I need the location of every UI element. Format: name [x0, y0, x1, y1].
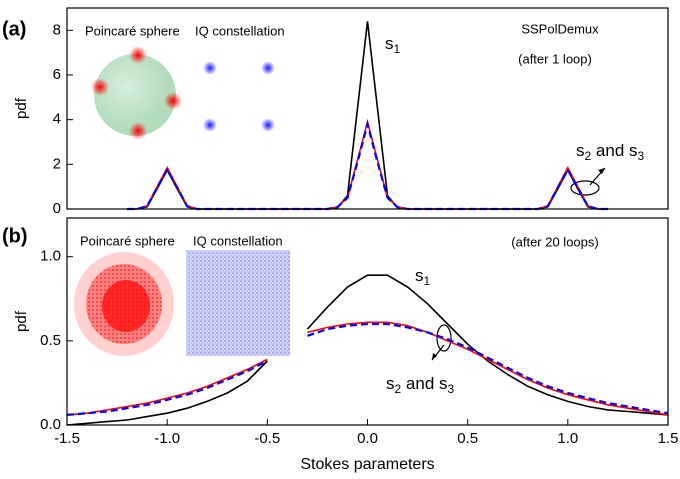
annotation: s1 — [385, 34, 401, 56]
x-tick-label: -1.0 — [154, 430, 180, 447]
x-tick-label: 0.0 — [357, 430, 378, 447]
annotation: s2 and s3 — [576, 141, 645, 163]
y-tick-label: 0 — [53, 200, 61, 217]
x-axis-label: Stokes parameters — [300, 456, 434, 473]
series-line — [127, 21, 608, 210]
panel-label: (b) — [2, 225, 28, 247]
annotation-text: and s — [591, 141, 637, 160]
y-tick-label: 4 — [53, 111, 61, 128]
annotation-text: s — [386, 374, 395, 393]
annotation-subscript: 2 — [585, 149, 592, 163]
x-tick-label: -0.5 — [254, 430, 280, 447]
y-tick-label: 0.5 — [40, 332, 61, 349]
annotation-text: and s — [401, 374, 447, 393]
x-tick-label: 1.0 — [557, 430, 578, 447]
series-line — [127, 119, 608, 211]
inset-b — [74, 250, 290, 356]
y-axis-label: pdf — [13, 97, 30, 119]
y-axis-label: pdf — [13, 310, 30, 332]
y-tick-label: 6 — [53, 66, 61, 83]
panel-label: (a) — [2, 18, 26, 40]
series-line — [127, 118, 608, 210]
inset-label: Poincaré sphere — [85, 23, 180, 38]
note: SSPolDemux — [521, 21, 599, 36]
note: (after 1 loop) — [518, 51, 592, 66]
inset-a — [91, 46, 275, 140]
y-tick-label: 8 — [53, 21, 61, 38]
x-tick-label: 0.5 — [457, 430, 478, 447]
inset-label: Poincaré sphere — [80, 233, 175, 248]
annotation-subscript: 3 — [638, 149, 645, 163]
annotation-text: s — [576, 141, 585, 160]
inset-label: IQ constellation — [193, 233, 283, 248]
annotation-subscript: 1 — [424, 274, 431, 288]
note: (after 20 loops) — [511, 234, 598, 249]
y-tick-label: 0.0 — [40, 416, 61, 433]
annotation-subscript: 3 — [448, 382, 455, 396]
annotation-subscript: 1 — [394, 42, 401, 56]
annotation: s1 — [415, 266, 431, 288]
y-tick-label: 1.0 — [40, 248, 61, 265]
annotation: s2 and s3 — [386, 374, 455, 396]
annotation-subscript: 2 — [395, 382, 402, 396]
pointer — [431, 167, 606, 361]
annotation-text: s — [385, 34, 394, 53]
series-line — [66, 322, 669, 416]
series-line — [66, 274, 669, 426]
arrowhead — [432, 168, 605, 360]
y-tick-label: 2 — [53, 155, 61, 172]
x-tick-label: -1.5 — [54, 430, 80, 447]
annotation-text: s — [415, 266, 424, 285]
plot-frame — [66, 7, 669, 210]
x-tick-label: 1.5 — [658, 430, 679, 447]
inset-label: IQ constellation — [195, 23, 285, 38]
